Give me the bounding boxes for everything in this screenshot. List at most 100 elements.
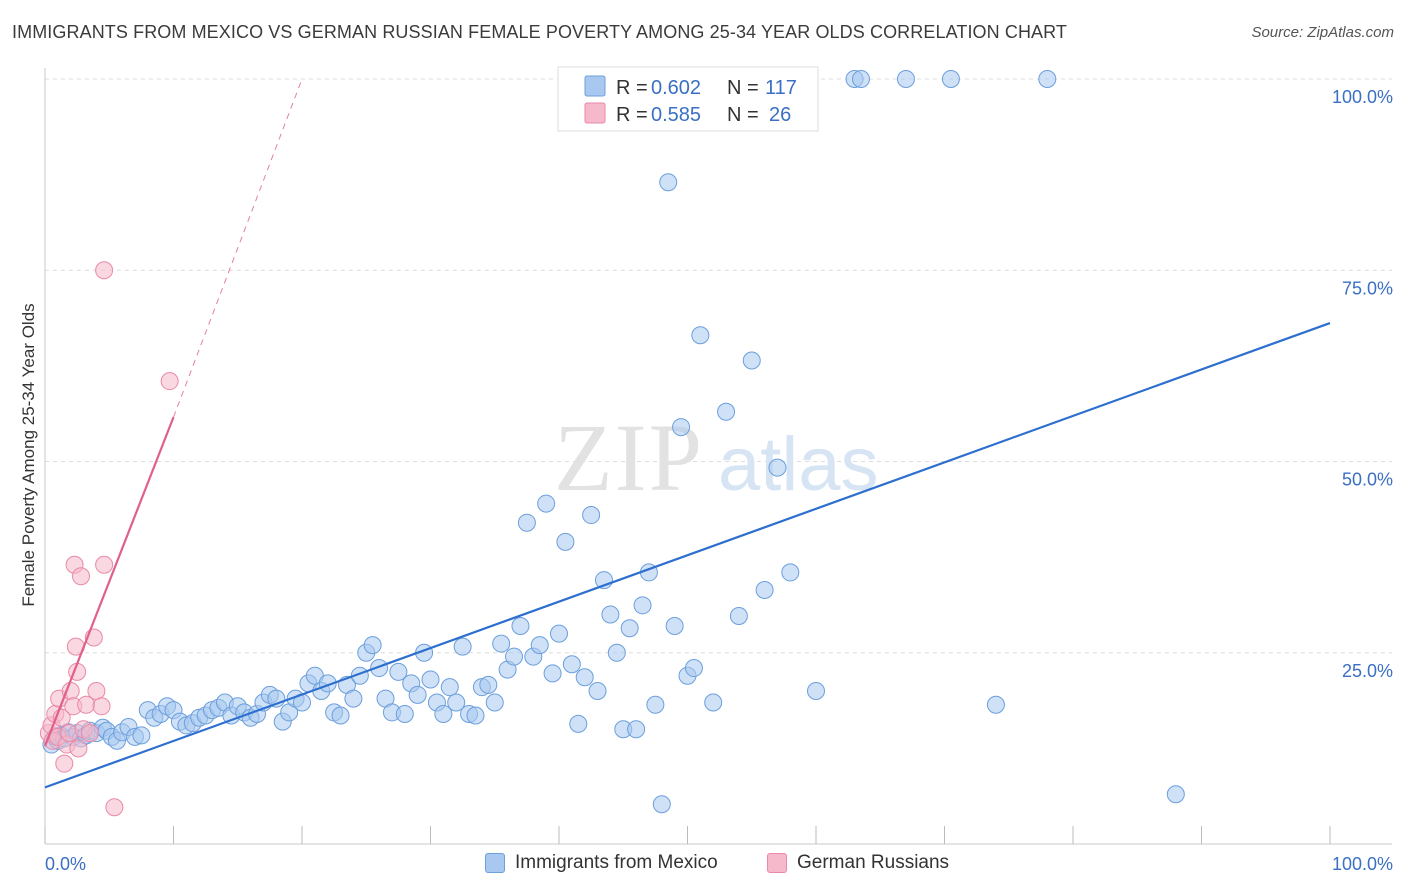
legend-label: Immigrants from Mexico: [515, 852, 718, 873]
data-point: [691, 326, 710, 345]
data-point: [434, 704, 453, 723]
data-point: [370, 659, 389, 678]
series-legend: Immigrants from Mexico German Russians: [0, 852, 1406, 878]
data-point: [851, 70, 870, 88]
data-point: [363, 636, 382, 655]
legend-swatch-pink: [767, 853, 787, 873]
data-point: [344, 689, 363, 708]
data-point: [562, 655, 581, 674]
data-point: [672, 418, 691, 437]
y-tick-label: 100.0%: [1332, 87, 1393, 107]
data-point: [479, 675, 498, 694]
axes: [44, 68, 1392, 845]
data-point: [537, 494, 556, 513]
data-point: [95, 261, 114, 280]
legend-swatch-blue: [485, 853, 505, 873]
data-point: [511, 616, 530, 635]
legend-n-label: N =: [727, 77, 759, 99]
data-point: [421, 670, 440, 689]
data-point: [453, 637, 472, 656]
data-point: [742, 351, 761, 370]
legend-swatch-blue: [584, 75, 606, 97]
data-point: [466, 706, 485, 725]
data-point: [588, 682, 607, 700]
x-ticks: [44, 826, 1331, 844]
y-tick-label: 50.0%: [1342, 470, 1393, 490]
data-point: [717, 402, 736, 421]
data-point: [485, 693, 504, 712]
legend-item-immigrants-from-mexico[interactable]: Immigrants from Mexico: [485, 852, 718, 874]
data-point: [556, 532, 575, 551]
x-tick-label-min: 0.0%: [45, 854, 86, 874]
data-point: [896, 70, 915, 88]
data-point: [646, 695, 665, 714]
data-point: [665, 616, 684, 635]
data-point: [781, 563, 800, 582]
data-point: [440, 678, 459, 697]
stats-legend: R = 0.602 N = 117 R = 0.585 N = 26: [557, 66, 819, 132]
data-point: [530, 636, 549, 655]
data-point: [986, 695, 1005, 714]
data-point: [704, 693, 723, 712]
data-point: [69, 739, 88, 758]
legend-n-label: N =: [727, 104, 759, 126]
data-point: [408, 685, 427, 704]
gridlines: [45, 78, 1392, 654]
data-point: [55, 754, 74, 773]
data-point: [1038, 70, 1057, 88]
data-point: [807, 682, 825, 700]
data-point: [105, 798, 124, 817]
data-point: [550, 624, 568, 643]
data-point: [505, 647, 524, 666]
data-point: [447, 693, 466, 712]
chart-title: IMMIGRANTS FROM MEXICO VS GERMAN RUSSIAN…: [12, 22, 1068, 42]
legend-n-value: 117: [765, 77, 797, 99]
data-point: [95, 555, 114, 574]
y-tick-label: 75.0%: [1342, 278, 1393, 298]
trend-line-pink: [43, 416, 175, 747]
data-point: [659, 173, 678, 192]
legend-label: German Russians: [797, 852, 950, 873]
legend-r-value: 0.585: [651, 104, 701, 126]
data-point: [331, 706, 350, 725]
data-point: [729, 607, 748, 626]
data-point: [1166, 785, 1185, 804]
data-point: [87, 682, 106, 700]
data-point: [607, 643, 626, 662]
data-point: [575, 668, 594, 687]
data-point: [627, 720, 646, 739]
data-point: [543, 664, 562, 683]
data-point: [684, 659, 703, 678]
trend-lines: [43, 78, 1331, 789]
data-point: [941, 70, 960, 88]
data-point: [92, 697, 111, 716]
watermark: ZIP atlas: [554, 404, 879, 511]
data-point: [569, 714, 588, 733]
data-point: [633, 596, 652, 615]
data-point: [492, 634, 511, 653]
data-point: [582, 506, 601, 525]
data-point: [132, 726, 151, 745]
legend-swatch-pink: [584, 102, 606, 124]
data-point: [755, 581, 774, 600]
series-immigrants-from-mexico: [42, 70, 1185, 814]
data-point: [389, 662, 408, 681]
data-point: [601, 605, 620, 624]
legend-r-label: R =: [616, 77, 648, 99]
legend-n-value: 26: [769, 104, 791, 126]
data-point: [517, 513, 536, 532]
data-point: [395, 704, 414, 723]
source-credit: Source: ZipAtlas.com: [1251, 24, 1394, 41]
legend-r-value: 0.602: [651, 77, 701, 99]
trend-line-pink-extension: [173, 78, 303, 418]
data-point: [80, 724, 99, 743]
y-tick-label: 25.0%: [1342, 661, 1393, 681]
data-point: [652, 795, 671, 814]
data-point: [71, 567, 90, 586]
data-point: [620, 619, 639, 638]
x-tick-label-max: 100.0%: [1332, 854, 1393, 874]
legend-item-german-russians[interactable]: German Russians: [767, 852, 949, 874]
watermark-atlas: atlas: [718, 422, 879, 507]
y-tick-labels: 25.0% 50.0% 75.0% 100.0%: [1332, 87, 1393, 681]
